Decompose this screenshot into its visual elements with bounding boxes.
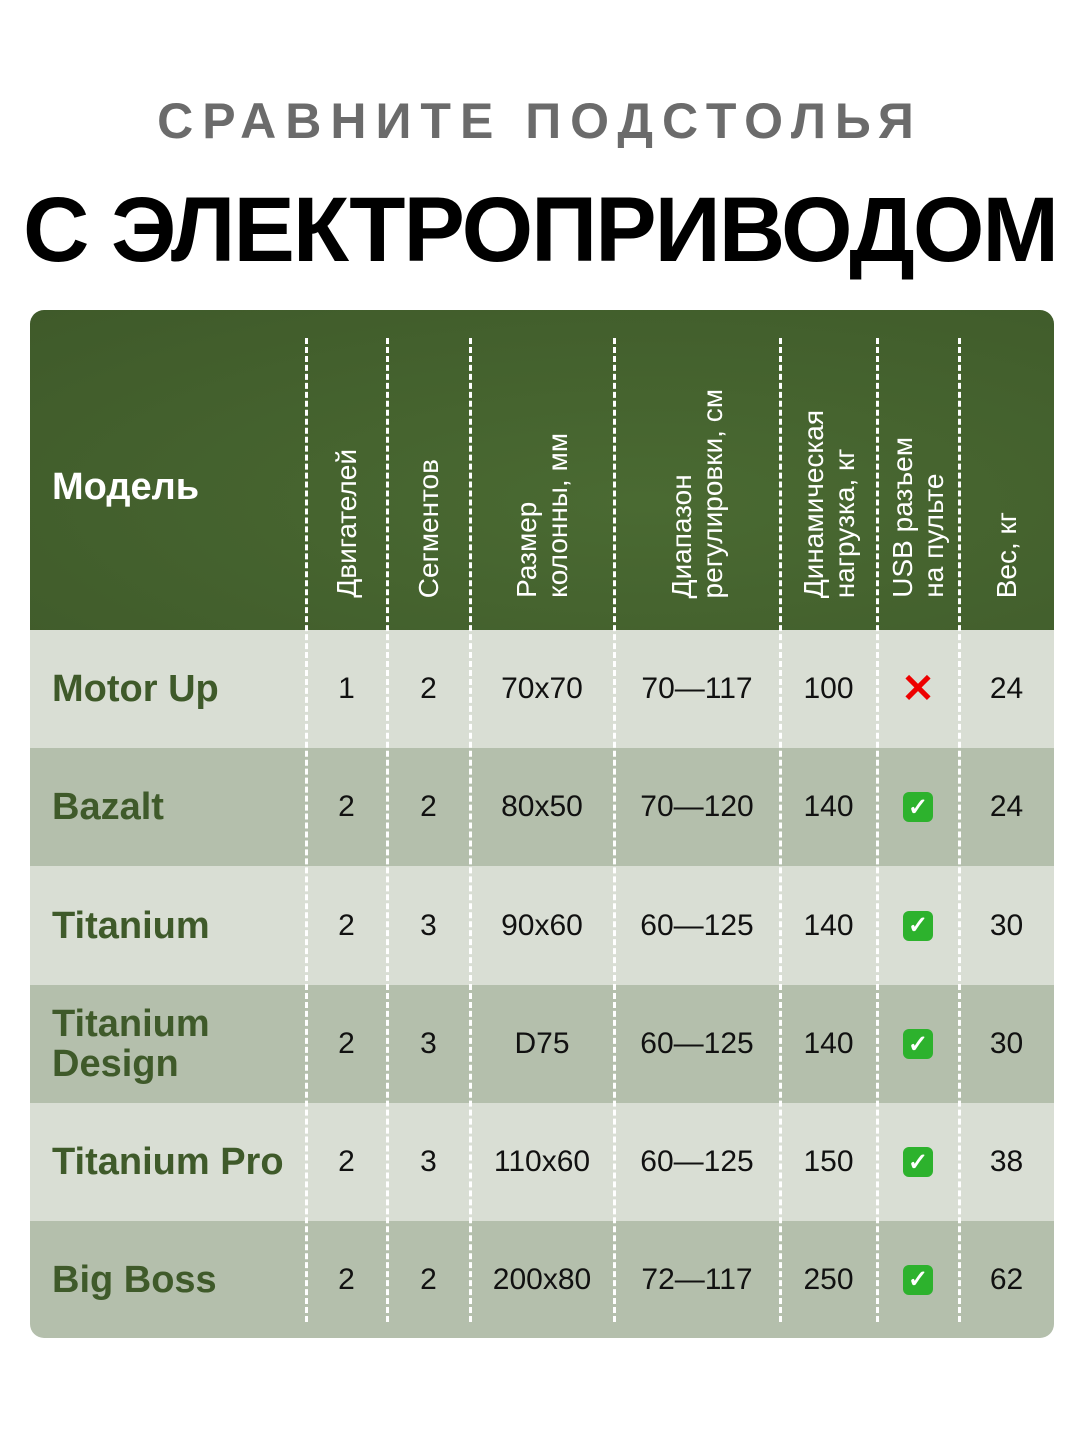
model-name: Big Boss: [52, 1258, 217, 1301]
column-size-cell: 200x80: [492, 1262, 592, 1296]
load-cell: 140: [803, 908, 854, 942]
load-cell: 100: [803, 672, 854, 705]
column-divider: [958, 338, 961, 1322]
header-segments: Сегментов: [413, 458, 444, 598]
comparison-table: Модель Двигателей Сегментов Размер колон…: [30, 310, 1054, 1338]
subtitle: СРАВНИТЕ ПОДСТОЛЬЯ: [157, 93, 923, 149]
check-icon: ✓: [903, 1029, 933, 1059]
column-size-cell: 110x60: [493, 1145, 591, 1178]
range-cell: 60—125: [640, 1027, 754, 1060]
table-row: Titanium Pro 2 3 110x60 60—125 150 ✓ 38: [30, 1103, 1054, 1221]
motors-cell: 2: [338, 1027, 355, 1060]
model-name: Titanium Design: [52, 1003, 210, 1085]
header-model: Модель: [52, 466, 200, 508]
header-usb: USB разъем на пульте: [887, 437, 949, 598]
weight-cell: 62: [989, 1262, 1024, 1296]
range-cell: 60—125: [640, 908, 754, 942]
range-cell: 70—120: [640, 790, 754, 823]
column-size-cell: 90x60: [501, 908, 583, 942]
column-size-cell: 80x50: [501, 790, 583, 823]
motors-cell: 1: [338, 672, 355, 705]
model-name: Titanium Pro: [52, 1141, 284, 1183]
segments-cell: 2: [420, 1262, 437, 1296]
model-name: Titanium: [52, 904, 210, 947]
column-divider: [386, 338, 389, 1322]
column-divider: [876, 338, 879, 1322]
page-title: С ЭЛЕКТРОПРИВОДОМ: [22, 179, 1059, 281]
check-icon: ✓: [903, 910, 933, 941]
table-row: Big Boss 2 2 200x80 72—117 250 ✓ 62: [30, 1221, 1054, 1338]
table-row: Titanium Design 2 3 D75 60—125 140 ✓ 30: [30, 985, 1054, 1103]
segments-cell: 2: [420, 672, 437, 705]
usb-cell: ✕: [877, 630, 959, 748]
load-cell: 140: [803, 1027, 854, 1060]
load-cell: 150: [803, 1145, 854, 1178]
range-cell: 72—117: [641, 1262, 753, 1296]
load-cell: 250: [803, 1262, 854, 1296]
header-column-size: Размер колонны, мм: [511, 433, 573, 598]
weight-cell: 38: [989, 1145, 1024, 1178]
table-row: Bazalt 2 2 80x50 70—120 140 ✓ 24: [30, 748, 1054, 866]
check-icon: ✓: [903, 1264, 933, 1295]
range-cell: 60—125: [640, 1145, 754, 1178]
table-row: Titanium 2 3 90x60 60—125 140 ✓ 30: [30, 866, 1054, 985]
motors-cell: 2: [338, 790, 355, 823]
range-cell: 70—117: [641, 672, 753, 705]
check-icon: ✓: [903, 792, 933, 822]
usb-cell: ✓: [877, 748, 959, 866]
header-weight: Вес, кг: [991, 511, 1022, 598]
column-size-cell: D75: [514, 1027, 570, 1060]
header-range: Диапазон регулировки, см: [666, 388, 728, 598]
motors-cell: 2: [338, 908, 355, 942]
weight-cell: 24: [989, 672, 1024, 705]
segments-cell: 3: [420, 908, 437, 942]
cross-icon: ✕: [901, 667, 935, 711]
column-divider: [613, 338, 616, 1322]
column-divider: [305, 338, 308, 1322]
segments-cell: 3: [420, 1027, 437, 1060]
table-body: Motor Up 1 2 70x70 70—117 100 ✕ 24 Bazalt 2 2 80x50…: [30, 630, 1054, 1338]
motors-cell: 2: [338, 1262, 355, 1296]
check-icon: ✓: [903, 1147, 933, 1177]
column-divider: [469, 338, 472, 1322]
header-load: Динамическая нагрузка, кг: [797, 409, 860, 598]
weight-cell: 30: [989, 908, 1024, 942]
header-motors: Двигателей: [331, 449, 362, 598]
column-size-cell: 70x70: [501, 672, 583, 705]
motors-cell: 2: [338, 1145, 355, 1178]
weight-cell: 24: [989, 790, 1024, 823]
model-name: Bazalt: [52, 786, 164, 828]
table-row: Motor Up 1 2 70x70 70—117 100 ✕ 24: [30, 630, 1054, 748]
usb-cell: ✓: [877, 985, 959, 1103]
column-divider: [779, 338, 782, 1322]
model-name: Motor Up: [52, 668, 219, 710]
segments-cell: 3: [420, 1145, 437, 1178]
usb-cell: ✓: [877, 1221, 959, 1338]
load-cell: 140: [803, 790, 854, 823]
segments-cell: 2: [420, 790, 437, 823]
weight-cell: 30: [989, 1027, 1024, 1060]
usb-cell: ✓: [877, 866, 959, 985]
usb-cell: ✓: [877, 1103, 959, 1221]
table-header: Модель Двигателей Сегментов Размер колон…: [30, 310, 1054, 630]
